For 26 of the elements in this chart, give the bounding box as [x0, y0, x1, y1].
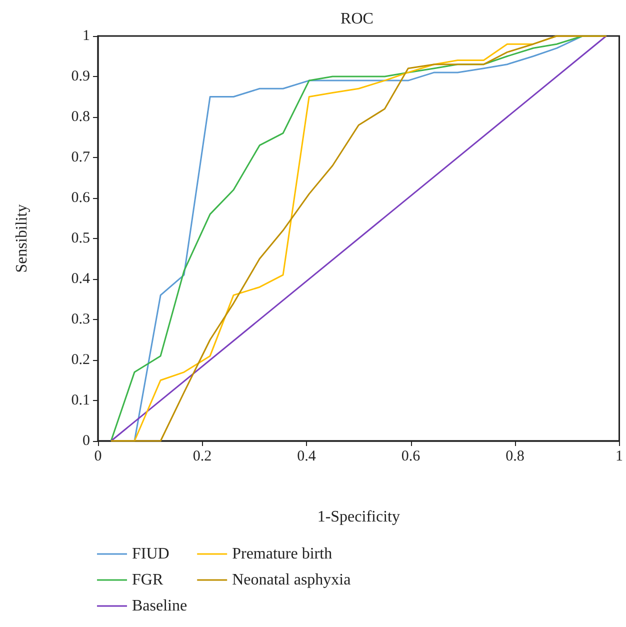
legend-label: FIUD — [132, 546, 170, 562]
chart-title: ROC — [340, 10, 374, 28]
x-tick-label: 0 — [94, 448, 102, 464]
x-tick-label: 0.2 — [192, 448, 212, 464]
legend-label: Premature birth — [232, 546, 332, 562]
x-tick-label: 1 — [616, 448, 623, 464]
legend-label: Neonatal asphyxia — [232, 572, 351, 588]
y-axis-title: Sensibility — [14, 204, 30, 273]
y-tick-label: 1 — [82, 28, 90, 44]
x-tick-label: 0.4 — [297, 448, 316, 464]
x-tick-label: 0.8 — [506, 448, 524, 464]
legend-label: FGR — [132, 572, 164, 588]
y-tick-label: 0.7 — [71, 150, 90, 166]
y-tick-label: 0.4 — [71, 271, 90, 287]
y-tick-label: 0.8 — [71, 109, 90, 125]
legend-label: Baseline — [132, 598, 188, 614]
line-series — [110, 35, 607, 442]
y-tick-label: 0.5 — [71, 230, 90, 246]
y-tick-label: 0.1 — [71, 392, 90, 408]
y-tick-label: 0.2 — [71, 352, 90, 368]
y-tick-label: 0.3 — [71, 312, 90, 328]
y-tick-label: 0.6 — [71, 190, 90, 206]
x-axis-title: 1-Specificity — [317, 508, 400, 526]
y-tick-label: 0 — [82, 433, 90, 449]
x-tick-label: 0.6 — [401, 448, 421, 464]
y-tick-label: 0.9 — [71, 68, 90, 84]
